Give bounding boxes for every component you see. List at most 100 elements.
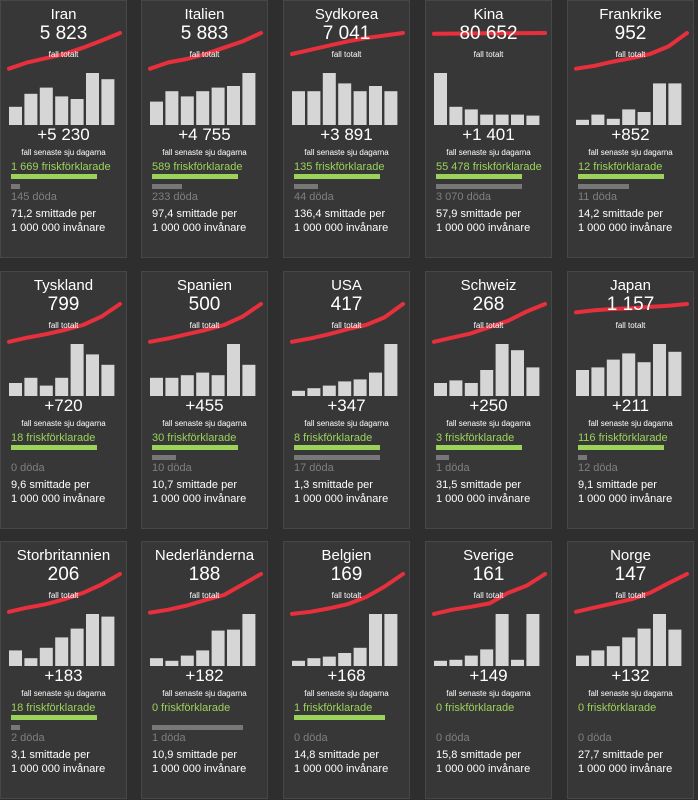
week-new-cases: +168 xyxy=(327,666,366,685)
total-cases: 188 xyxy=(188,564,221,585)
total-cases: 7 041 xyxy=(322,23,371,44)
total-cases-label: fall totalt xyxy=(189,591,220,600)
country-card-iran: Iran 5 823 fall totalt +5 230 fall senaste s… xyxy=(0,0,127,258)
trend-line xyxy=(7,302,122,344)
total-cases: 169 xyxy=(330,564,363,585)
trend-line xyxy=(574,302,689,315)
country-name: Tyskland xyxy=(33,277,94,294)
daily-cases-bar xyxy=(227,629,240,666)
daily-cases-bar xyxy=(86,614,99,666)
infection-rate: 3,1 smittade per xyxy=(11,749,90,761)
country-name: Belgien xyxy=(321,547,372,564)
total-cases-label: fall totalt xyxy=(615,591,646,600)
daily-cases-bars xyxy=(576,83,682,125)
week-new-cases-label: fall senaste sju dagarna xyxy=(21,689,106,698)
trend-line xyxy=(574,31,689,71)
daily-cases-bars xyxy=(576,344,682,396)
daily-cases-bar xyxy=(511,114,524,125)
daily-cases-bar xyxy=(70,628,84,666)
recovered-count: 0 friskförklarade xyxy=(152,702,231,714)
deaths-bar xyxy=(152,184,182,189)
infection-rate-base: 1 000 000 invånare xyxy=(578,763,673,775)
country-name: Schweiz xyxy=(460,277,517,294)
infection-rate: 57,9 smittade per xyxy=(436,208,521,220)
recovered-bar xyxy=(578,174,664,179)
daily-cases-bar xyxy=(653,614,666,666)
daily-cases-bar xyxy=(637,112,651,125)
infection-rate: 14,8 smittade per xyxy=(294,749,379,761)
total-cases: 1 157 xyxy=(606,294,655,315)
daily-cases-bars xyxy=(9,614,115,666)
daily-cases-bar xyxy=(369,614,382,666)
recovered-bar xyxy=(11,715,97,720)
daily-cases-bar xyxy=(211,630,225,666)
daily-cases-bar xyxy=(165,377,179,396)
country-name: Frankrike xyxy=(599,6,662,23)
total-cases: 5 883 xyxy=(180,23,229,44)
trend-line xyxy=(7,31,122,71)
deaths-bar xyxy=(152,725,243,730)
deaths-bar xyxy=(294,455,380,460)
daily-cases-bar xyxy=(353,647,367,666)
week-new-cases: +852 xyxy=(611,125,650,144)
daily-cases-bars xyxy=(9,73,115,125)
daily-cases-bar xyxy=(511,350,524,396)
daily-cases-bar xyxy=(101,79,115,125)
daily-cases-bar xyxy=(55,377,69,396)
week-new-cases: +720 xyxy=(44,396,83,415)
week-new-cases: +132 xyxy=(611,666,650,685)
daily-cases-bar xyxy=(449,659,463,666)
daily-cases-bars xyxy=(434,344,540,396)
infection-rate-base: 1 000 000 invånare xyxy=(294,493,389,505)
week-new-cases: +3 891 xyxy=(320,125,373,144)
infection-rate: 136,4 smittade per xyxy=(294,208,386,220)
trend-line-chart xyxy=(290,572,405,616)
country-name: Sverige xyxy=(463,547,514,564)
daily-cases-bar xyxy=(464,383,478,396)
daily-cases-bar xyxy=(668,351,682,396)
week-new-cases-label: fall senaste sju dagarna xyxy=(588,419,673,428)
daily-cases-bar xyxy=(480,114,494,125)
country-name: Nederländerna xyxy=(154,547,255,564)
infection-rate: 31,5 smittade per xyxy=(436,479,521,491)
daily-cases-bar xyxy=(526,367,540,396)
week-new-cases-label: fall senaste sju dagarna xyxy=(446,689,531,698)
recovered-count: 18 friskförklarade xyxy=(11,432,96,444)
trend-line xyxy=(432,31,547,36)
trend-line-chart xyxy=(290,302,405,344)
country-card-tyskland: Tyskland 799 fall totalt +720 fall senaste s… xyxy=(0,271,127,529)
trend-line xyxy=(7,572,122,614)
trend-line-chart xyxy=(7,572,122,614)
infection-rate: 15,8 smittade per xyxy=(436,749,521,761)
daily-cases-bars xyxy=(292,344,398,396)
daily-cases-bars xyxy=(9,344,115,396)
daily-cases-bar xyxy=(24,377,38,396)
total-cases-label: fall totalt xyxy=(331,321,362,330)
total-cases-label: fall totalt xyxy=(473,591,504,600)
daily-cases-bar xyxy=(369,86,382,125)
recovered-bar xyxy=(11,174,97,179)
daily-cases-bar xyxy=(526,614,540,666)
infection-rate-base: 1 000 000 invånare xyxy=(578,493,673,505)
daily-cases-bar xyxy=(434,73,447,125)
trend-line-chart xyxy=(574,572,689,614)
week-new-cases-label: fall senaste sju dagarna xyxy=(588,689,673,698)
week-new-cases: +182 xyxy=(185,666,224,685)
deaths-count: 145 döda xyxy=(11,191,57,203)
recovered-bar xyxy=(436,445,522,450)
daily-cases-bar xyxy=(591,114,605,125)
country-card-sverige: Sverige 161 fall totalt +149 fall senaste sj… xyxy=(425,541,552,799)
total-cases-label: fall totalt xyxy=(473,50,504,59)
total-cases-label: fall totalt xyxy=(615,321,646,330)
daily-cases-bar xyxy=(591,367,605,396)
daily-cases-bar xyxy=(384,614,398,666)
daily-cases-bar xyxy=(449,106,463,125)
daily-cases-bar xyxy=(576,370,589,396)
week-new-cases-label: fall senaste sju dagarna xyxy=(446,148,531,157)
trend-line xyxy=(290,31,405,56)
daily-cases-bar xyxy=(511,659,524,666)
week-new-cases-label: fall senaste sju dagarna xyxy=(162,148,247,157)
deaths-count: 3 070 döda xyxy=(436,191,492,203)
country-name: USA xyxy=(331,277,362,294)
